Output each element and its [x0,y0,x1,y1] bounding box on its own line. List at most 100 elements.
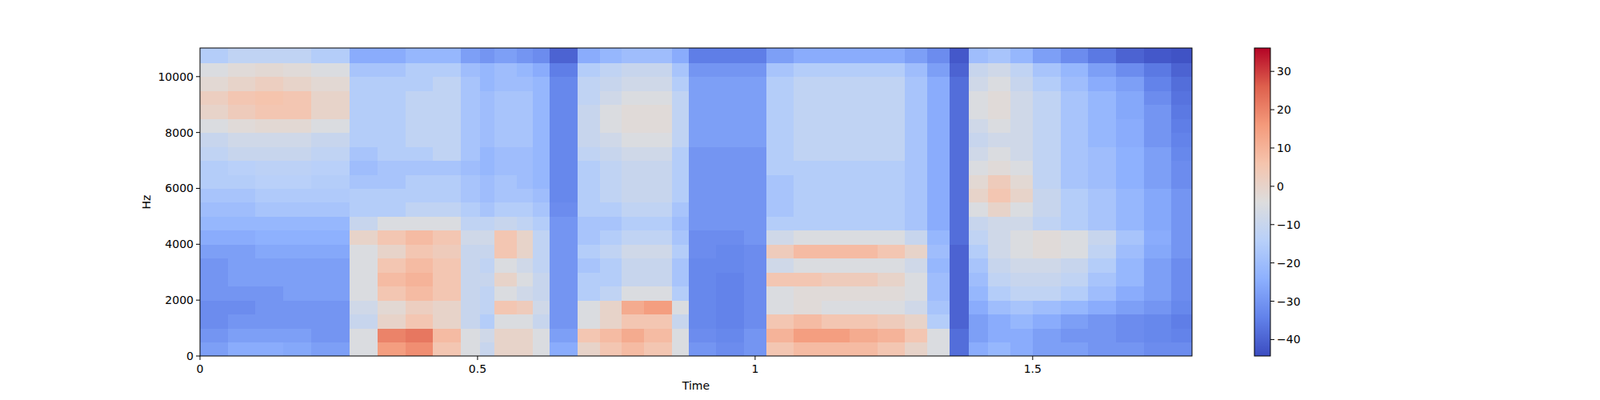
cell [228,342,256,356]
cell [877,258,906,273]
cell [349,174,378,189]
cell [949,202,970,217]
cell [460,146,481,161]
cell [949,216,970,231]
cell [255,90,284,105]
cell [255,132,284,148]
cell [1010,90,1033,105]
cell [672,300,689,315]
cell [405,202,434,217]
cell [405,244,434,259]
cell [405,300,434,315]
cell [821,328,850,343]
cell [516,76,534,92]
cell [644,216,672,231]
cell [283,132,312,148]
cell [1088,244,1116,259]
cell [949,314,970,329]
cell [716,146,744,161]
cell [405,62,434,77]
cell [228,118,256,133]
cell [228,272,256,287]
cell [311,132,351,148]
cell [968,230,989,245]
cell [311,62,351,77]
cell [766,244,795,259]
cell [904,342,928,356]
cell [1144,202,1172,217]
cell [968,202,989,217]
cell [877,272,906,287]
cell [1010,174,1033,189]
cell [949,286,970,301]
cell [377,230,406,245]
cell [532,314,550,329]
cell [377,132,406,148]
cell [644,62,672,77]
cell [516,300,534,315]
cell [927,314,950,329]
cell [968,62,989,77]
cell [793,48,822,64]
cell [644,286,672,301]
cell [904,90,928,105]
colorbar-tick-label: 10 [1276,141,1292,155]
cell [432,300,461,315]
cell [494,62,517,77]
cell [766,258,795,273]
cell [532,244,550,259]
cell [688,230,717,245]
cell [377,76,406,92]
cell [1088,216,1116,231]
cell [744,300,767,315]
cell [1116,230,1144,245]
cell [377,314,406,329]
cell [793,216,822,231]
y-tick-label: 2000 [164,293,194,307]
cell [228,62,256,77]
cell [516,202,534,217]
cell [600,174,623,189]
cell [1032,76,1061,92]
cell [432,76,461,92]
cell [716,48,744,64]
cell [744,230,767,245]
colorbar-tick [1270,262,1275,264]
cell [927,188,950,203]
cell [1116,314,1144,329]
cell [460,174,481,189]
cell [793,160,822,176]
cell [766,146,795,161]
cell [988,244,1011,259]
cell [516,118,534,133]
cell [577,272,600,287]
cell [311,216,351,231]
cell [311,160,351,176]
cell [283,202,312,217]
x-tick [1032,356,1033,360]
cell [793,146,822,161]
cell [480,300,495,315]
cell [744,244,767,259]
cell [480,146,495,161]
cell [228,76,256,92]
cell [1088,300,1116,315]
cell [927,48,950,64]
cell [432,146,461,161]
cell [549,76,578,92]
cell [644,328,672,343]
cell [688,62,717,77]
cell [377,118,406,133]
cell [577,342,600,356]
colorbar-tick-label: 0 [1276,180,1284,193]
cell [460,314,481,329]
cell [577,244,600,259]
cell [1060,160,1089,176]
cell [849,132,878,148]
cell [1088,160,1116,176]
cell [532,202,550,217]
cell [716,132,744,148]
cell [480,174,495,189]
cell [577,258,600,273]
cell [904,188,928,203]
